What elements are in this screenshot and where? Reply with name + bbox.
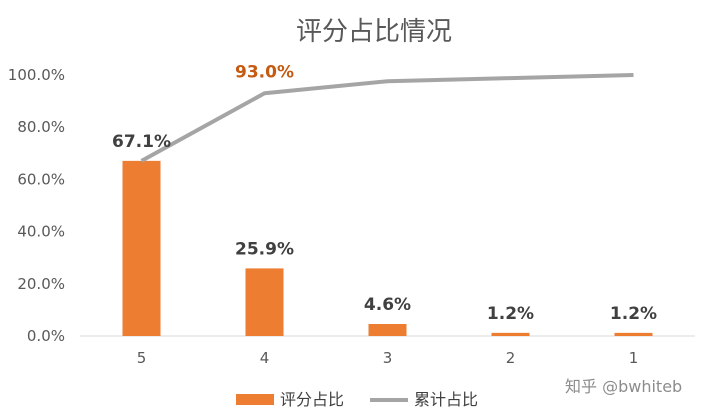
y-tick-label: 20.0%	[17, 275, 65, 293]
x-tick-label: 5	[137, 349, 147, 367]
bar	[368, 323, 407, 336]
y-tick-label: 40.0%	[17, 223, 65, 241]
line-data-label: 93.0%	[235, 62, 294, 82]
x-tick-label: 4	[260, 349, 270, 367]
y-tick-label: 80.0%	[17, 118, 65, 136]
bar-data-label: 67.1%	[112, 132, 171, 152]
y-tick-label: 0.0%	[27, 327, 65, 345]
bar-series	[122, 160, 653, 336]
bar-data-label: 4.6%	[364, 295, 411, 315]
x-axis: 5 4 3 2 1	[137, 349, 639, 367]
x-tick-label: 2	[506, 349, 516, 367]
bar-data-label: 1.2%	[610, 304, 657, 324]
legend: 评分占比 累计占比	[236, 390, 478, 409]
y-tick-label: 100.0%	[8, 66, 65, 84]
data-labels: 67.1% 25.9% 4.6% 1.2% 1.2% 93.0%	[112, 62, 657, 324]
x-tick-label: 1	[629, 349, 639, 367]
bar-data-label: 25.9%	[235, 239, 294, 259]
legend-swatch-bar	[236, 394, 274, 405]
bar	[122, 160, 161, 336]
bar-data-label: 1.2%	[487, 304, 534, 324]
bar	[245, 268, 284, 336]
watermark: 知乎 @bwhiteb	[565, 377, 682, 396]
y-axis: 0.0% 20.0% 40.0% 60.0% 80.0% 100.0%	[8, 66, 65, 345]
x-tick-label: 3	[383, 349, 393, 367]
legend-label-line: 累计占比	[414, 390, 478, 409]
chart-title: 评分占比情况	[296, 17, 452, 47]
y-tick-label: 60.0%	[17, 170, 65, 188]
cumulative-line	[140, 73, 634, 163]
bar	[491, 332, 530, 336]
legend-label-bar: 评分占比	[280, 390, 344, 409]
bar	[614, 332, 653, 336]
